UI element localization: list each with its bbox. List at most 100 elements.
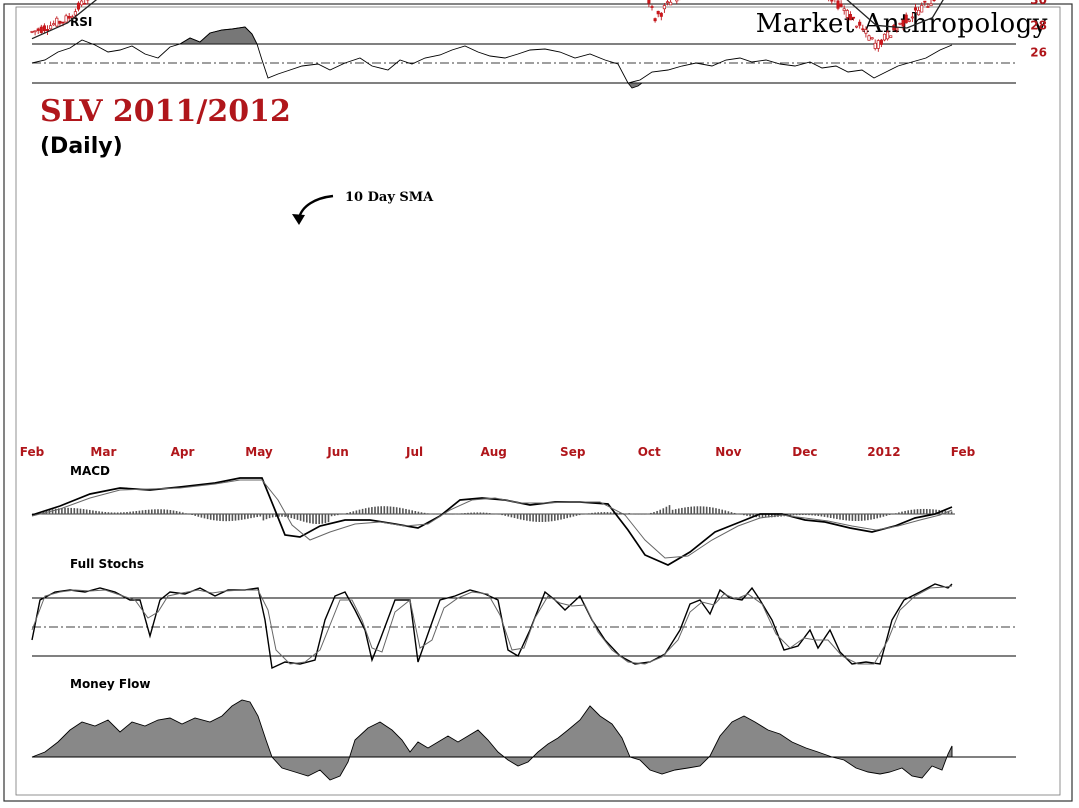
macd-hist-bar <box>346 512 348 514</box>
macd-hist-bar <box>203 514 206 519</box>
macd-hist-bar <box>436 514 438 515</box>
price-bar <box>42 23 46 33</box>
macd-hist-bar <box>485 512 488 514</box>
macd-hist-bar <box>209 514 212 520</box>
macd-hist-bar <box>665 506 668 514</box>
macd-hist-bar <box>200 514 203 518</box>
macd-hist-bar <box>271 514 274 518</box>
x-tick-label: Sep <box>560 445 586 459</box>
price-bar <box>828 0 830 2</box>
macd-hist-bar <box>488 513 491 514</box>
macd-hist-bar <box>154 509 156 514</box>
macd-hist-bar <box>185 513 187 514</box>
macd-hist-bar <box>448 514 451 515</box>
moneyflow-label: Money Flow <box>70 677 151 691</box>
macd-hist-bar <box>423 512 426 514</box>
macd-hist-bar <box>882 514 885 517</box>
macd-hist-bar <box>402 508 404 514</box>
macd-hist-bar <box>219 514 221 521</box>
macd-hist-bar <box>82 509 85 514</box>
macd-hist-bar <box>194 514 196 516</box>
macd-hist-bar <box>175 511 178 514</box>
price-bar <box>675 0 679 4</box>
macd-hist-bar <box>349 512 351 514</box>
macd-hist-bar <box>851 514 854 521</box>
macd-hist-bar <box>820 514 823 517</box>
macd-hist-bar <box>591 512 593 514</box>
price-bar <box>36 27 40 35</box>
macd-hist-bar <box>95 510 97 514</box>
macd-panel <box>31 477 955 566</box>
price-bar <box>52 20 56 27</box>
price-bar <box>870 37 874 41</box>
macd-hist-bar <box>767 514 770 518</box>
macd-hist-bar <box>891 514 894 515</box>
price-bar <box>882 33 887 42</box>
macd-hist-bar <box>476 512 479 514</box>
macd-hist-bar <box>454 513 457 515</box>
macd-hist-bar <box>588 513 590 514</box>
price-bar <box>659 12 663 21</box>
macd-hist-bar <box>237 514 240 521</box>
macd-hist-bar <box>129 511 131 514</box>
macd-hist-bar <box>467 512 469 514</box>
macd-hist-bar <box>377 506 379 514</box>
price-bar <box>898 22 902 26</box>
chart-title: SLV 2011/2012 <box>40 94 291 129</box>
macd-hist-bar <box>581 514 584 515</box>
macd-hist-bar <box>625 513 627 515</box>
y-tick-label: 28 <box>1030 18 1047 32</box>
price-bar <box>864 26 868 38</box>
price-bar <box>913 3 918 14</box>
macd-hist-bar <box>343 513 345 515</box>
macd-hist-bar <box>690 506 692 514</box>
macd-hist-bar <box>709 507 711 514</box>
macd-hist-bar <box>904 510 906 514</box>
macd-hist-bar <box>867 514 869 521</box>
macd-hist-bar <box>439 514 441 515</box>
macd-hist-bar <box>352 511 355 514</box>
macd-hist-bar <box>761 514 764 518</box>
x-tick-label: Feb <box>951 445 976 459</box>
macd-hist-bar <box>182 512 184 514</box>
macd-hist-bar <box>414 511 417 514</box>
x-tick-label: 2012 <box>867 445 900 459</box>
x-axis: Feb Mar Apr May Jun Jul Aug Sep Oct Nov Dec 2012 Feb <box>20 445 976 459</box>
macd-hist-bar <box>216 514 218 521</box>
macd-hist-bar <box>532 514 534 522</box>
macd-hist-bar <box>647 513 649 515</box>
price-bar <box>932 0 936 2</box>
price-bar <box>845 8 849 21</box>
macd-hist-bar <box>879 514 882 518</box>
macd-hist-bar <box>374 506 376 514</box>
macd-hist-bar <box>507 514 510 517</box>
price-bar <box>839 0 843 8</box>
macd-hist-bar <box>330 514 333 517</box>
macd-hist-bar <box>178 511 181 514</box>
macd-hist-bar <box>247 514 249 519</box>
macd-hist-bar <box>696 506 699 514</box>
sma-annotation: 10 Day SMA <box>345 190 434 205</box>
macd-hist-bar <box>408 509 410 514</box>
x-tick-label: May <box>245 445 273 459</box>
macd-hist-bar <box>262 514 265 521</box>
macd-hist-bar <box>575 514 578 516</box>
macd-hist-bar <box>746 514 748 516</box>
macd-hist-bar <box>544 514 547 522</box>
price-bar <box>886 30 890 41</box>
price-bar <box>834 0 836 3</box>
macd-hist-bar <box>250 514 252 519</box>
macd-hist-bar <box>749 514 751 517</box>
macd-hist-bar <box>898 512 900 514</box>
macd-hist-bar <box>888 514 891 515</box>
price-bar <box>889 35 893 38</box>
macd-hist-bar <box>538 514 541 522</box>
price-bar <box>647 0 651 8</box>
macd-hist-bar <box>355 510 358 514</box>
macd-hist-bar <box>600 512 603 514</box>
x-tick-label: Jul <box>405 445 423 459</box>
macd-hist-bar <box>848 514 851 521</box>
macd-hist-bar <box>950 511 953 514</box>
macd-hist-bar <box>445 514 448 515</box>
